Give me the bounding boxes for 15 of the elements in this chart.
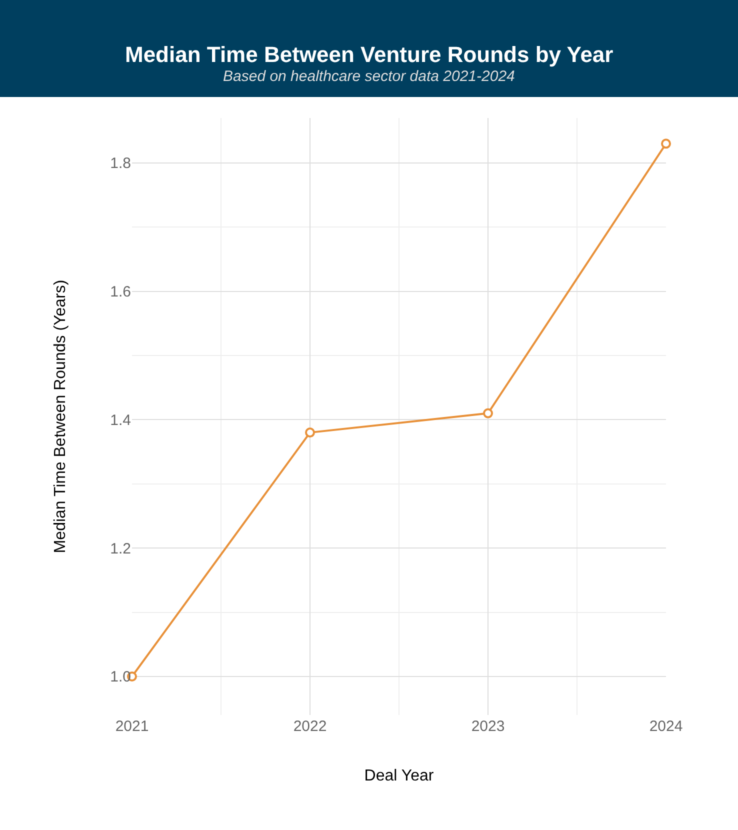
y-tick-label: 1.4: [110, 412, 131, 429]
chart-title: Median Time Between Venture Rounds by Year: [125, 42, 614, 67]
point: [483, 408, 493, 418]
y-axis-title: Median Time Between Rounds (Years): [52, 280, 70, 554]
x-tick-label: 2021: [115, 718, 149, 735]
x-tick-label: 2022: [293, 718, 327, 735]
point: [661, 138, 671, 149]
x-tick-label: 2023: [471, 718, 505, 735]
point: [305, 428, 315, 438]
chart-subtitle: Based on healthcare sector data 2021-2024: [223, 68, 515, 85]
y-tick-label: 1.6: [110, 284, 131, 301]
y-tick-label: 1.2: [110, 540, 131, 558]
y-tick-label: 1.8: [110, 155, 131, 172]
x-tick-label: 2024: [649, 718, 683, 735]
x-axis-title: Deal Year: [364, 768, 434, 785]
